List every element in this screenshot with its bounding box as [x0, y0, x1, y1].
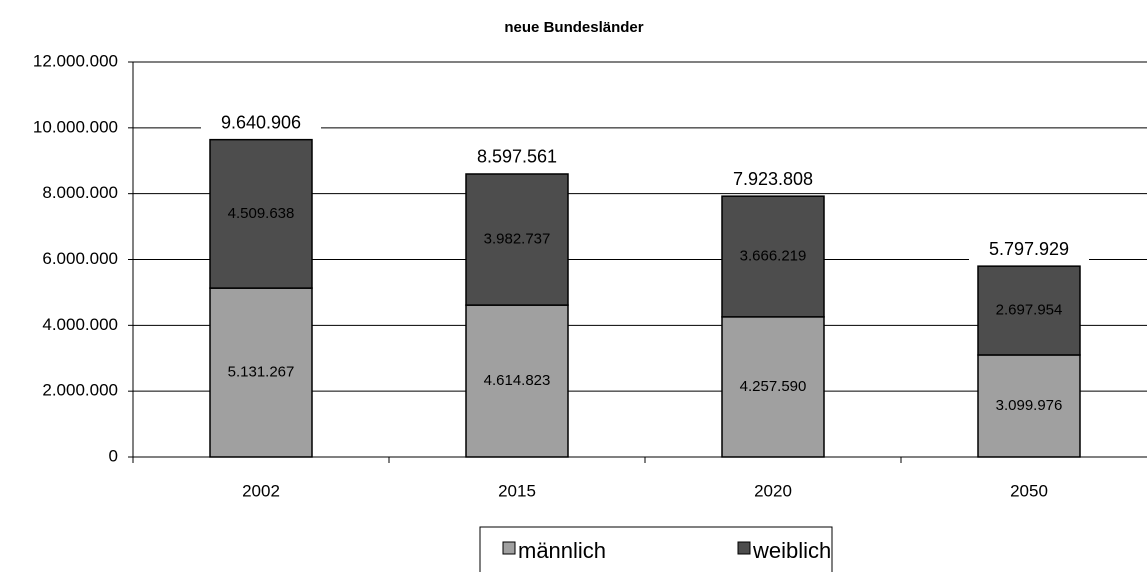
- value-label: 3.982.737: [484, 231, 551, 248]
- value-label: 3.666.219: [740, 247, 807, 264]
- legend-box: [479, 526, 833, 572]
- bar-segment: [465, 173, 569, 306]
- y-tick-label: 10.000.000: [33, 117, 118, 136]
- y-tick-label: 4.000.000: [42, 315, 118, 334]
- x-tick-label: 2020: [754, 481, 792, 500]
- total-label-bg: [713, 169, 833, 192]
- bar-segment: [465, 304, 569, 458]
- total-label-bg: [457, 146, 577, 169]
- x-tick-label: 2015: [498, 481, 536, 500]
- y-tick-label: 12.000.000: [33, 51, 118, 70]
- total-label: 7.923.808: [733, 169, 813, 189]
- legend-swatch: [502, 541, 516, 555]
- value-label: 3.099.976: [996, 397, 1063, 414]
- y-tick-label: 6.000.000: [42, 249, 118, 268]
- value-label: 4.257.590: [740, 378, 807, 395]
- total-label: 5.797.929: [989, 239, 1069, 259]
- total-label: 8.597.561: [477, 147, 557, 167]
- y-tick-label: 8.000.000: [42, 183, 118, 202]
- y-tick-label: 2.000.000: [42, 381, 118, 400]
- chart-title: neue Bundesländer: [504, 19, 643, 36]
- value-label: 5.131.267: [228, 364, 295, 381]
- bar-segment: [977, 354, 1081, 458]
- total-label-bg: [969, 239, 1089, 262]
- total-label-bg: [201, 112, 321, 135]
- bar-segment: [977, 265, 1081, 356]
- legend-label: weiblich: [752, 538, 831, 563]
- bar-segment: [721, 316, 825, 458]
- bar-segment: [209, 138, 313, 289]
- bar-segment: [721, 195, 825, 318]
- value-label: 2.697.954: [996, 302, 1063, 319]
- legend-swatch: [737, 541, 751, 555]
- total-label: 9.640.906: [221, 112, 301, 132]
- y-tick-label: 0: [109, 446, 118, 465]
- legend-label: männlich: [518, 538, 606, 563]
- value-label: 4.509.638: [228, 205, 295, 222]
- x-tick-label: 2050: [1010, 481, 1048, 500]
- value-label: 4.614.823: [484, 372, 551, 389]
- x-tick-label: 2002: [242, 481, 280, 500]
